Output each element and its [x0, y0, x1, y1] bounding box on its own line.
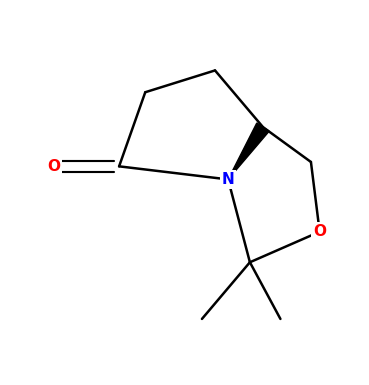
Polygon shape [228, 123, 269, 179]
Text: N: N [222, 172, 234, 187]
Text: O: O [313, 224, 326, 239]
Text: O: O [47, 159, 60, 174]
